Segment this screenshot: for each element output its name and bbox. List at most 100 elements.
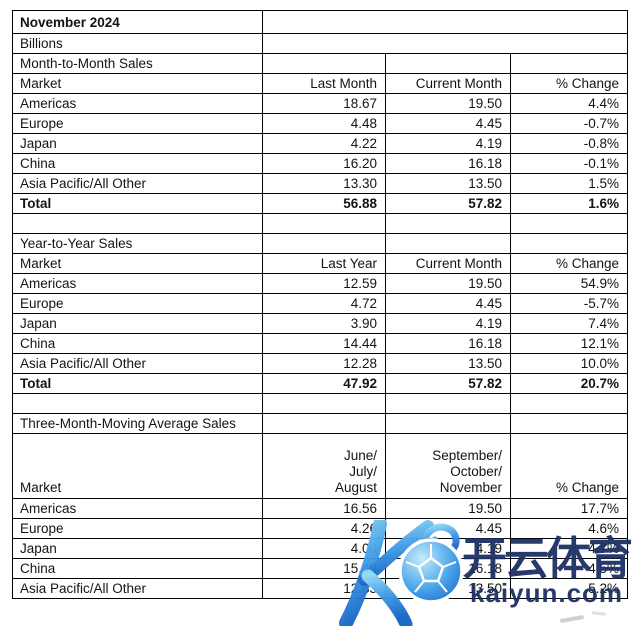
empty-cell [262, 53, 386, 74]
total-value: 20.7% [509, 373, 629, 394]
value-cell: 4.4% [509, 93, 629, 114]
empty-cell [385, 233, 511, 254]
units-label: Billions [12, 33, 263, 54]
value-cell: 17.7% [509, 498, 629, 519]
value-cell: 13.30 [262, 173, 386, 194]
total-label: Total [12, 373, 263, 394]
empty-cell [509, 53, 629, 74]
col-header: Market [12, 73, 263, 94]
table-row-china-yoy: China 14.44 16.18 12.1% [12, 333, 629, 354]
value-cell: 4.6% [509, 518, 629, 539]
empty-cell [12, 393, 263, 414]
table-row-europe-mom: Europe 4.48 4.45 -0.7% [12, 113, 629, 134]
market-cell: Japan [12, 313, 263, 334]
value-cell: -0.1% [509, 153, 629, 174]
market-cell: Americas [12, 93, 263, 114]
table-row-apac-3mma: Asia Pacific/All Other 12.83 13.50 5.2% [12, 578, 629, 599]
col-header: Last Year [262, 253, 386, 274]
total-value: 47.92 [262, 373, 386, 394]
value-cell: 16.18 [385, 153, 511, 174]
value-cell: 16.18 [385, 333, 511, 354]
header-row-mom: Market Last Month Current Month % Change [12, 73, 629, 94]
col-header: % Change [509, 253, 629, 274]
value-cell: 13.50 [385, 173, 511, 194]
value-cell: 12.28 [262, 353, 386, 374]
market-cell: Americas [12, 273, 263, 294]
col-header: Last Month [262, 73, 386, 94]
market-cell: Americas [12, 498, 263, 519]
sales-table: November 2024 Billions Month-to-Month Sa… [12, 10, 629, 599]
total-value: 57.82 [385, 373, 511, 394]
market-cell: Japan [12, 133, 263, 154]
value-cell: 7.4% [509, 313, 629, 334]
grey-artifact [591, 611, 607, 616]
col-header: % Change [509, 73, 629, 94]
col-header-son: September/ October/ November [385, 433, 511, 499]
empty-cell [385, 213, 511, 234]
empty-cell [509, 213, 629, 234]
table-row-china-mom: China 16.20 16.18 -0.1% [12, 153, 629, 174]
total-row-yoy: Total 47.92 57.82 20.7% [12, 373, 629, 394]
value-cell: 14.44 [262, 333, 386, 354]
empty-cell [262, 413, 386, 434]
value-cell: 4.7% [509, 538, 629, 559]
table-row-europe-3mma: Europe 4.26 4.45 4.6% [12, 518, 629, 539]
market-cell: Japan [12, 538, 263, 559]
value-cell: 4.45 [385, 113, 511, 134]
empty-cell [509, 413, 629, 434]
header-row-3mma: Market June/ July/ August September/ Oct… [12, 433, 629, 499]
col-header: Current Month [385, 253, 511, 274]
value-cell: 3.90 [262, 313, 386, 334]
market-cell: China [12, 333, 263, 354]
table-row-americas-yoy: Americas 12.59 19.50 54.9% [12, 273, 629, 294]
value-cell: -0.7% [509, 113, 629, 134]
market-cell: Europe [12, 113, 263, 134]
value-cell: 19.50 [385, 93, 511, 114]
value-cell: 54.9% [509, 273, 629, 294]
empty-cell [385, 413, 511, 434]
value-cell: 10.0% [509, 353, 629, 374]
total-label: Total [12, 193, 263, 214]
value-cell: 12.59 [262, 273, 386, 294]
section-title-row-mom: Month-to-Month Sales [12, 53, 629, 74]
empty-cell [509, 233, 629, 254]
section-title-3mma: Three-Month-Moving Average Sales [12, 413, 263, 434]
units-row: Billions [12, 33, 629, 54]
col-header-jja: June/ July/ August [262, 433, 386, 499]
col-header: Market [12, 253, 263, 274]
sales-table-sheet: November 2024 Billions Month-to-Month Sa… [12, 10, 629, 599]
value-cell: 12.83 [262, 578, 386, 599]
value-cell: 15.49 [262, 558, 386, 579]
value-cell: 4.5% [509, 558, 629, 579]
value-cell: 4.45 [385, 293, 511, 314]
market-cell: Europe [12, 518, 263, 539]
value-cell: -5.7% [509, 293, 629, 314]
market-cell: Asia Pacific/All Other [12, 353, 263, 374]
value-cell: -0.8% [509, 133, 629, 154]
empty-cell [509, 393, 629, 414]
value-cell: 13.50 [385, 578, 511, 599]
value-cell: 4.45 [385, 518, 511, 539]
value-cell: 4.48 [262, 113, 386, 134]
table-row-china-3mma: China 15.49 16.18 4.5% [12, 558, 629, 579]
section-title-row-3mma: Three-Month-Moving Average Sales [12, 413, 629, 434]
value-cell: 16.56 [262, 498, 386, 519]
spacer-row [12, 393, 629, 414]
value-cell: 16.20 [262, 153, 386, 174]
market-cell: China [12, 153, 263, 174]
market-cell: Europe [12, 293, 263, 314]
col-header: Market [12, 433, 263, 499]
title-row: November 2024 [12, 10, 629, 34]
table-row-americas-mom: Americas 18.67 19.50 4.4% [12, 93, 629, 114]
table-row-japan-3mma: Japan 4.00 4.19 4.7% [12, 538, 629, 559]
table-row-japan-mom: Japan 4.22 4.19 -0.8% [12, 133, 629, 154]
market-cell: Asia Pacific/All Other [12, 173, 263, 194]
value-cell: 4.22 [262, 133, 386, 154]
value-cell: 12.1% [509, 333, 629, 354]
value-cell: 13.50 [385, 353, 511, 374]
empty-cell [261, 10, 629, 34]
table-row-japan-yoy: Japan 3.90 4.19 7.4% [12, 313, 629, 334]
value-cell: 1.5% [509, 173, 629, 194]
total-value: 1.6% [509, 193, 629, 214]
empty-cell [385, 53, 511, 74]
